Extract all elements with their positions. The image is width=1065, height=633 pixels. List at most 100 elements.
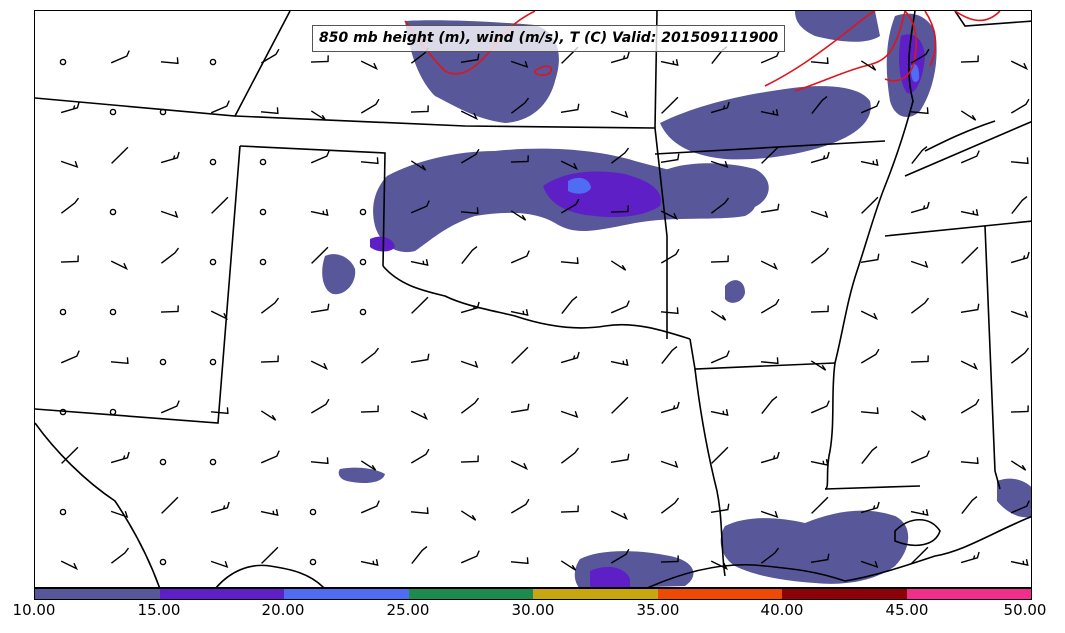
wind-barb-icon xyxy=(811,96,828,115)
tennessee-border xyxy=(884,220,1031,237)
calm-wind-circle-icon xyxy=(259,208,267,216)
rio-grande xyxy=(215,564,325,587)
wind-barb-icon xyxy=(810,247,830,264)
wind-barb-icon xyxy=(610,548,630,564)
temp-contour-indiana xyxy=(954,11,1001,22)
wind-barb-icon xyxy=(610,110,629,119)
temp-contour-illinois xyxy=(884,11,917,82)
wind-barb-icon xyxy=(510,403,530,413)
colorbar-segment-35-40 xyxy=(657,589,782,599)
wind-barb-icon xyxy=(210,310,229,321)
wind-barb-icon xyxy=(610,300,630,314)
wind-barb-icon xyxy=(910,201,930,214)
wind-barb-icon xyxy=(310,150,330,164)
wind-barb-icon xyxy=(510,460,529,471)
wind-barb-icon xyxy=(860,348,880,364)
calm-wind-circle-icon xyxy=(359,258,367,266)
missouri-south-border xyxy=(654,140,886,155)
colorbar-tick-label: 45.00 xyxy=(885,601,929,619)
wind-barb-icon xyxy=(510,97,530,114)
wind-barb-icon xyxy=(311,246,329,264)
wind-barb-icon xyxy=(510,155,529,163)
wind-barb-icon xyxy=(1010,251,1030,264)
wind-barb-icon xyxy=(460,110,479,121)
wind-barb-icon xyxy=(460,301,480,314)
wind-barb-icon xyxy=(710,160,729,169)
wind-barb-icon xyxy=(860,60,877,71)
colorbar-segment-40-45 xyxy=(782,589,907,599)
wind-barb-icon xyxy=(110,510,129,519)
colorbar-segment-10-15 xyxy=(35,589,160,599)
wind-barb-icon xyxy=(460,455,479,463)
wind-barb-icon xyxy=(160,57,179,65)
wind-barb-icon xyxy=(761,146,779,164)
wind-barb-icon xyxy=(661,96,679,114)
wind-barb-icon xyxy=(310,360,329,371)
wind-barb-icon xyxy=(810,360,827,371)
wind-barb-icon xyxy=(510,498,530,514)
wind-barb-icon xyxy=(560,447,580,464)
shade-region-missouri xyxy=(660,86,871,160)
wind-barb-icon xyxy=(460,207,479,215)
wind-barb-icon xyxy=(760,50,780,64)
wind-barb-icon xyxy=(1010,347,1030,364)
wind-barb-icon xyxy=(610,147,630,164)
wind-barb-icon xyxy=(710,409,729,417)
wind-barb-icon xyxy=(910,260,929,269)
wind-barb-icon xyxy=(211,196,229,214)
wind-barb-icon xyxy=(310,110,327,121)
wind-barb-icon xyxy=(760,109,779,117)
wind-barb-icon xyxy=(861,446,878,465)
wind-barb-icon xyxy=(511,346,529,364)
calm-wind-circle-icon xyxy=(109,208,117,216)
wind-barb-icon xyxy=(560,257,579,265)
wind-barb-icon xyxy=(860,310,879,321)
wind-barb-icon xyxy=(860,560,879,569)
calm-wind-circle-icon xyxy=(309,508,317,516)
wind-barb-icon xyxy=(860,253,880,263)
wind-barb-icon xyxy=(210,560,229,569)
colorbar-tick-label: 10.00 xyxy=(12,601,56,619)
wind-barb-icon xyxy=(310,398,330,414)
wind-barb-icon xyxy=(210,100,230,114)
wind-barb-icon xyxy=(960,551,980,564)
shade-region-high-oklahoma xyxy=(568,177,591,194)
wind-barb-icon xyxy=(560,160,579,171)
shade-region-mid-texas-coast xyxy=(590,567,630,587)
colorbar-tick-label: 40.00 xyxy=(760,601,804,619)
wind-barb-icon xyxy=(811,496,829,514)
wind-barb-icon xyxy=(561,296,578,315)
calm-wind-circle-icon xyxy=(159,358,167,366)
wind-barb-icon xyxy=(460,53,480,63)
temp-contour-missouri-outer xyxy=(794,11,906,92)
wind-barb-icon xyxy=(360,347,380,364)
wind-barb-icon xyxy=(260,107,279,115)
wind-barb-icon xyxy=(760,357,779,365)
wind-barb-icon xyxy=(560,103,580,113)
wind-barb-icon xyxy=(710,350,730,364)
wind-barb-icon xyxy=(260,410,277,421)
colorbar-segment-25-30 xyxy=(408,589,533,599)
wind-barb-icon xyxy=(360,559,379,567)
calm-wind-circle-icon xyxy=(209,358,217,366)
calm-wind-circle-icon xyxy=(159,558,167,566)
wind-barb-icon xyxy=(360,500,380,514)
wind-barb-icon xyxy=(460,510,477,521)
wind-barb-icon xyxy=(660,555,679,563)
wind-barb-icon xyxy=(510,250,530,264)
wind-barb-icon xyxy=(110,547,130,564)
wind-barb-icon xyxy=(260,450,280,464)
wind-barb-icon xyxy=(260,297,280,314)
calm-wind-circle-icon xyxy=(59,508,67,516)
wind-barb-icon xyxy=(910,355,929,363)
wind-barb-icon xyxy=(310,457,329,465)
wind-barb-icon xyxy=(960,457,979,465)
wind-barb-icon xyxy=(910,48,930,64)
wind-barb-icon xyxy=(810,57,829,65)
colorbar-tick-label: 20.00 xyxy=(261,601,305,619)
mississippi-alabama-border xyxy=(984,225,1001,490)
wind-barb-icon xyxy=(860,407,879,415)
louisiana-mississippi-border xyxy=(824,485,921,490)
temp-contour-missouri xyxy=(764,11,876,87)
wind-barb-icon xyxy=(910,297,930,314)
